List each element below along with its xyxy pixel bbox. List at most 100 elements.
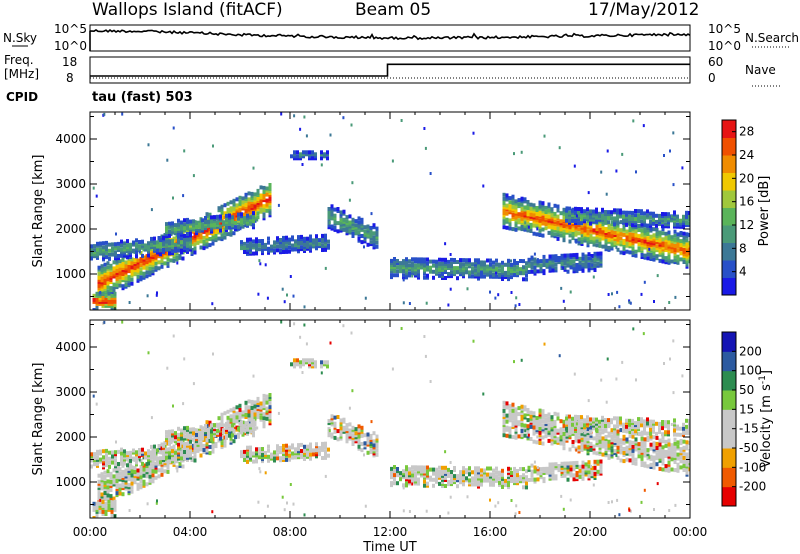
velocity-cell: [345, 427, 349, 432]
power-cell: [673, 233, 677, 238]
velocity-cell: [527, 465, 531, 470]
power-cell: [673, 210, 676, 215]
power-cell: [568, 210, 571, 215]
power-cell: [214, 236, 218, 241]
velocity-cell: [530, 477, 534, 482]
velocity-cell: [201, 436, 204, 441]
velocity-cell: [282, 447, 285, 452]
velocity-cell: [517, 434, 521, 439]
power-cell: [370, 212, 373, 216]
velocity-cell: [572, 477, 576, 482]
power-cell: [279, 238, 282, 242]
velocity-cell: [366, 434, 370, 439]
velocity-cell: [261, 447, 264, 451]
power-cell: [523, 207, 527, 212]
power-cell: [646, 244, 650, 249]
power-cell: [502, 213, 506, 218]
velocity-cell: [628, 434, 632, 439]
power-cell: [667, 254, 671, 259]
power-cell: [541, 215, 545, 220]
velocity-cell: [511, 435, 515, 440]
power-cell: [390, 267, 393, 272]
velocity-cell: [405, 465, 408, 470]
velocity-cell: [198, 436, 201, 441]
power-cell: [238, 199, 242, 204]
velocity-cell: [513, 466, 516, 471]
power-cell: [646, 209, 649, 214]
power-cell: [628, 240, 632, 245]
velocity-cell: [505, 405, 509, 410]
velocity-cell: [123, 453, 126, 458]
velocity-cell: [252, 431, 255, 436]
velocity-cell: [333, 435, 337, 440]
power-cell: [566, 253, 570, 258]
velocity-cell: [232, 406, 236, 411]
velocity-cell: [204, 424, 207, 428]
velocity-cell: [205, 444, 209, 449]
power-cell: [601, 226, 605, 231]
velocity-cell: [220, 441, 224, 446]
power-cell: [688, 233, 690, 237]
velocity-cell: [492, 480, 495, 485]
power-cell: [219, 214, 222, 219]
power-cell: [578, 262, 582, 267]
power-cell: [688, 241, 690, 246]
power-cell: [544, 226, 548, 231]
power-cell: [414, 257, 417, 262]
power-cell: [256, 211, 260, 216]
velocity-cell: [109, 494, 113, 499]
velocity-cell: [199, 447, 203, 452]
power-cell: [165, 222, 168, 227]
power-cell: [444, 242, 447, 246]
power-cell: [255, 245, 258, 250]
velocity-cell: [324, 453, 327, 458]
power-cell: [536, 259, 540, 264]
power-cell: [673, 258, 677, 263]
velocity-cell: [262, 416, 266, 421]
power-cell: [293, 150, 296, 155]
velocity-cell: [640, 448, 644, 453]
velocity-cell: [205, 436, 209, 441]
colorbar-segment: [722, 225, 736, 243]
power-cell: [232, 198, 236, 203]
velocity-cell: [625, 457, 629, 462]
velocity-cell: [297, 449, 300, 454]
power-cell: [246, 213, 249, 218]
power-cell: [220, 233, 224, 238]
power-cell: [551, 268, 555, 273]
velocity-cell: [142, 481, 146, 486]
power-cell: [177, 234, 180, 239]
power-cell: [115, 279, 119, 284]
velocity-cell: [619, 428, 623, 433]
velocity-cell: [174, 435, 177, 440]
power-cell: [268, 183, 272, 187]
power-cell: [247, 191, 251, 196]
power-cell: [372, 231, 376, 236]
velocity-cell: [226, 415, 230, 420]
velocity-cell: [634, 445, 638, 450]
power-cell: [601, 207, 604, 212]
power-cell: [625, 235, 629, 240]
power-cell: [232, 206, 236, 211]
velocity-cell: [120, 459, 123, 464]
velocity-cell: [165, 447, 168, 452]
velocity-cell: [138, 452, 141, 457]
power-cell: [541, 221, 545, 226]
power-cell: [93, 252, 96, 257]
power-cell: [517, 218, 521, 223]
velocity-cell: [105, 453, 108, 457]
velocity-cell: [186, 449, 189, 454]
power-cell: [106, 285, 110, 290]
velocity-cell: [256, 401, 260, 405]
velocity-cell: [417, 465, 420, 470]
velocity-cell: [247, 399, 251, 404]
velocity-cell: [124, 472, 128, 477]
velocity-cell: [462, 478, 465, 483]
power-cell: [604, 220, 608, 225]
power-cell: [249, 241, 252, 246]
power-cell: [504, 262, 507, 267]
power-cell: [565, 206, 569, 211]
velocity-cell: [265, 394, 269, 399]
power-cell: [607, 220, 610, 225]
power-cell: [510, 291, 513, 294]
